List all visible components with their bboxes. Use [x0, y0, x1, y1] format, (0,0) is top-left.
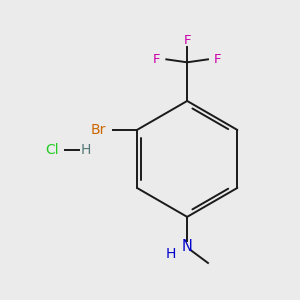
Text: N: N: [182, 239, 193, 254]
Text: Cl: Cl: [45, 143, 59, 157]
Text: Br: Br: [90, 123, 106, 137]
Text: F: F: [183, 34, 191, 46]
Text: H: H: [81, 143, 91, 157]
Text: H: H: [166, 247, 176, 261]
Text: F: F: [214, 53, 221, 66]
Text: F: F: [153, 53, 160, 66]
